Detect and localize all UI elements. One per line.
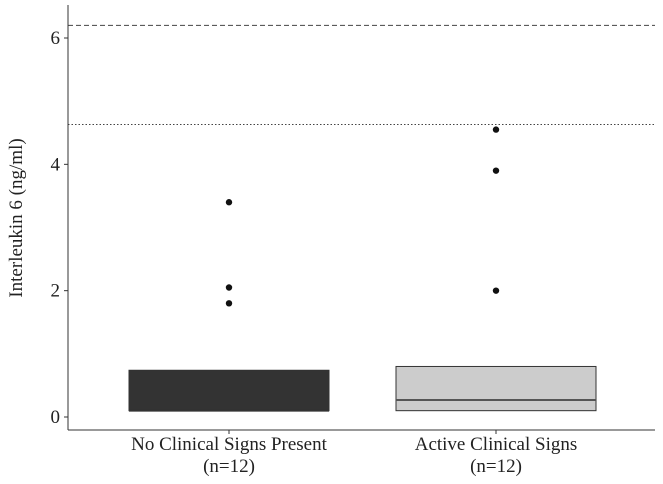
y-tick-label: 0	[51, 407, 61, 428]
box-2	[395, 365, 597, 412]
reference-lines	[68, 24, 655, 126]
category-label: No Clinical Signs Present	[131, 434, 328, 455]
axes	[67, 5, 655, 431]
y-tick-label: 4	[51, 154, 61, 175]
outlier-points	[225, 126, 500, 307]
outlier-point	[492, 126, 500, 133]
outlier-point	[225, 284, 233, 291]
outlier-point	[492, 167, 500, 174]
outlier-point	[492, 287, 500, 294]
box-1	[128, 369, 330, 412]
outlier-point	[225, 300, 233, 307]
category-label: Active Clinical Signs	[415, 434, 578, 455]
boxes	[128, 365, 597, 412]
y-ticks: 0 2 4 6	[51, 28, 68, 428]
y-tick-label: 6	[51, 28, 61, 49]
outlier-point	[225, 199, 233, 206]
y-tick-label: 2	[51, 281, 61, 302]
category-count-label: (n=12)	[203, 456, 255, 477]
category-count-label: (n=12)	[470, 456, 522, 477]
y-axis-label: Interleukin 6 (ng/ml)	[6, 138, 27, 297]
x-ticks: No Clinical Signs Present(n=12)Active Cl…	[131, 430, 577, 477]
